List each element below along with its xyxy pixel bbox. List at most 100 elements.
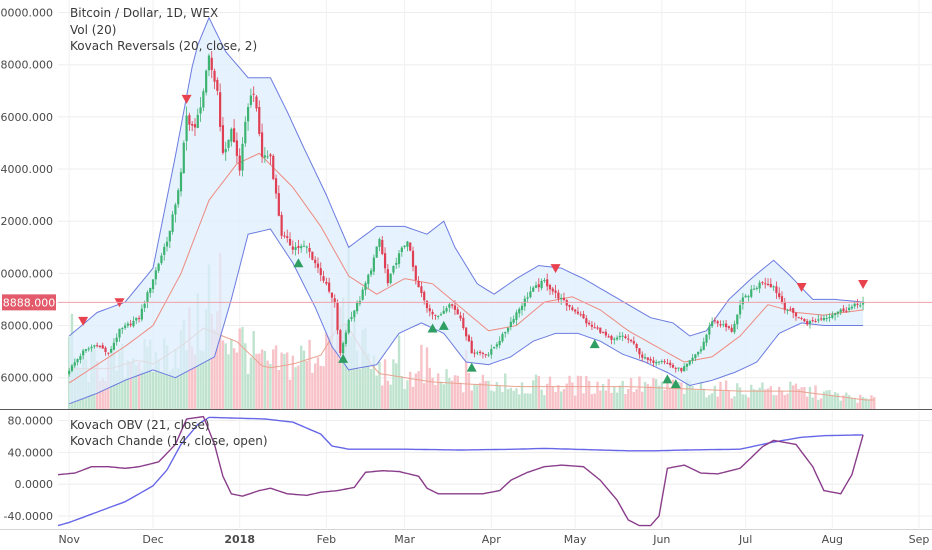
reversal-down-marker[interactable]: [181, 94, 192, 104]
volume-bar: [629, 378, 633, 409]
volume-bar: [464, 350, 468, 409]
reversal-up-marker[interactable]: [589, 339, 600, 349]
candle-body: [272, 155, 275, 180]
reversal-down-marker[interactable]: [796, 282, 807, 292]
candle-body: [266, 156, 269, 158]
last-price-tag[interactable]: [2, 294, 56, 311]
candle-body: [817, 319, 820, 321]
volume-bar: [573, 395, 577, 409]
volume-bar: [635, 389, 638, 409]
reversal-up-marker[interactable]: [438, 320, 449, 330]
volume-bar: [453, 375, 457, 409]
legend-obv[interactable]: Kovach OBV (21, close): [70, 418, 210, 432]
candle-body: [666, 362, 669, 364]
volume-bar: [506, 389, 510, 409]
reversal-down-marker[interactable]: [550, 264, 561, 274]
volume-bar: [638, 376, 641, 409]
candle-body: [314, 259, 317, 264]
legend-symbol[interactable]: Bitcoin / Dollar, 1D, WEX: [70, 6, 218, 20]
oscillator-series-1: [57, 415, 864, 527]
volume-bar: [210, 313, 213, 409]
reversal-up-marker[interactable]: [670, 379, 681, 389]
volume-bar: [873, 397, 876, 409]
volume-bar: [657, 385, 661, 409]
volume-bar: [476, 385, 479, 409]
reversal-up-marker[interactable]: [293, 258, 304, 268]
candle-body: [126, 323, 129, 326]
candle-body: [465, 327, 468, 337]
reversal-down-marker[interactable]: [78, 316, 89, 326]
volume-bar: [252, 331, 255, 409]
volume-bar: [260, 349, 264, 409]
candle-body: [744, 295, 747, 298]
candle-body: [730, 327, 733, 332]
volume-bar: [655, 379, 658, 409]
candle-body: [699, 349, 703, 352]
candle-body: [428, 308, 431, 312]
volume-bar: [490, 390, 493, 409]
time-axis[interactable]: Nov Dec 2018 Feb Mar Apr May Jun Jul Aug Sep: [0, 529, 932, 547]
price-axis[interactable]: 20000.000 18000.000 16000.000 14000.000 1200…: [0, 7, 53, 385]
candle-body: [604, 331, 607, 336]
legend-chande[interactable]: Kovach Chande (14, close, open): [70, 434, 268, 448]
candle-body: [110, 348, 113, 353]
volume-bar: [710, 393, 714, 409]
volume-bar: [369, 369, 373, 409]
reversal-up-marker[interactable]: [427, 323, 438, 333]
volume-bar: [174, 348, 177, 409]
candle-body: [445, 308, 448, 312]
volume-bar: [358, 369, 362, 409]
candle-body: [364, 283, 367, 291]
reversal-up-marker[interactable]: [466, 362, 477, 372]
candle-body: [825, 317, 828, 319]
volume-bar: [520, 382, 524, 409]
volume-bar: [375, 375, 378, 409]
volume-bar: [364, 327, 367, 409]
volume-bar: [244, 343, 247, 409]
volume-bar: [540, 389, 543, 409]
volume-bar: [487, 380, 490, 409]
price-tick-label: 6000.000: [1, 372, 54, 385]
reversal-up-marker[interactable]: [338, 353, 349, 363]
volume-bar: [532, 380, 535, 409]
volume-bar: [789, 381, 792, 409]
candle-body: [635, 344, 638, 349]
volume-bar: [322, 366, 325, 409]
candle-body: [800, 317, 803, 319]
volume-bar: [302, 350, 306, 409]
volume-bar: [755, 390, 759, 409]
volume-bar: [297, 365, 300, 409]
candle-body: [716, 321, 719, 324]
volume-bar: [730, 398, 733, 409]
reversal-up-marker[interactable]: [662, 374, 673, 384]
legend-reversals[interactable]: Kovach Reversals (20, close, 2): [70, 39, 257, 53]
candle-body: [610, 335, 613, 340]
candle-body: [90, 346, 93, 349]
candle-body: [724, 323, 728, 328]
legend-volume[interactable]: Vol (20): [70, 23, 116, 37]
volume-bar: [129, 362, 132, 409]
candle-body: [736, 314, 739, 325]
volume-bar: [587, 380, 591, 409]
candle-body: [722, 324, 725, 326]
candle-body: [579, 314, 582, 316]
oscillator-axis[interactable]: 80.0000 40.0000 0.0000 -40.0000: [4, 415, 53, 524]
volume-bar: [775, 395, 778, 409]
candle-body: [82, 350, 85, 356]
volume-bar: [624, 393, 627, 409]
volume-bar: [599, 390, 602, 409]
volume-bar: [311, 372, 314, 409]
volume-bar: [791, 385, 795, 409]
volume-bar: [249, 357, 253, 409]
price-tick-label: 14000.000: [0, 163, 53, 176]
candle-body: [179, 172, 183, 192]
volume-bar: [392, 359, 395, 409]
candle-body: [727, 326, 730, 328]
reversal-down-marker[interactable]: [858, 280, 869, 290]
volume-bar: [604, 390, 608, 409]
volume-bar: [671, 379, 675, 409]
candle-body: [221, 125, 225, 153]
candle-body: [778, 293, 781, 297]
volume-bar: [213, 329, 216, 409]
